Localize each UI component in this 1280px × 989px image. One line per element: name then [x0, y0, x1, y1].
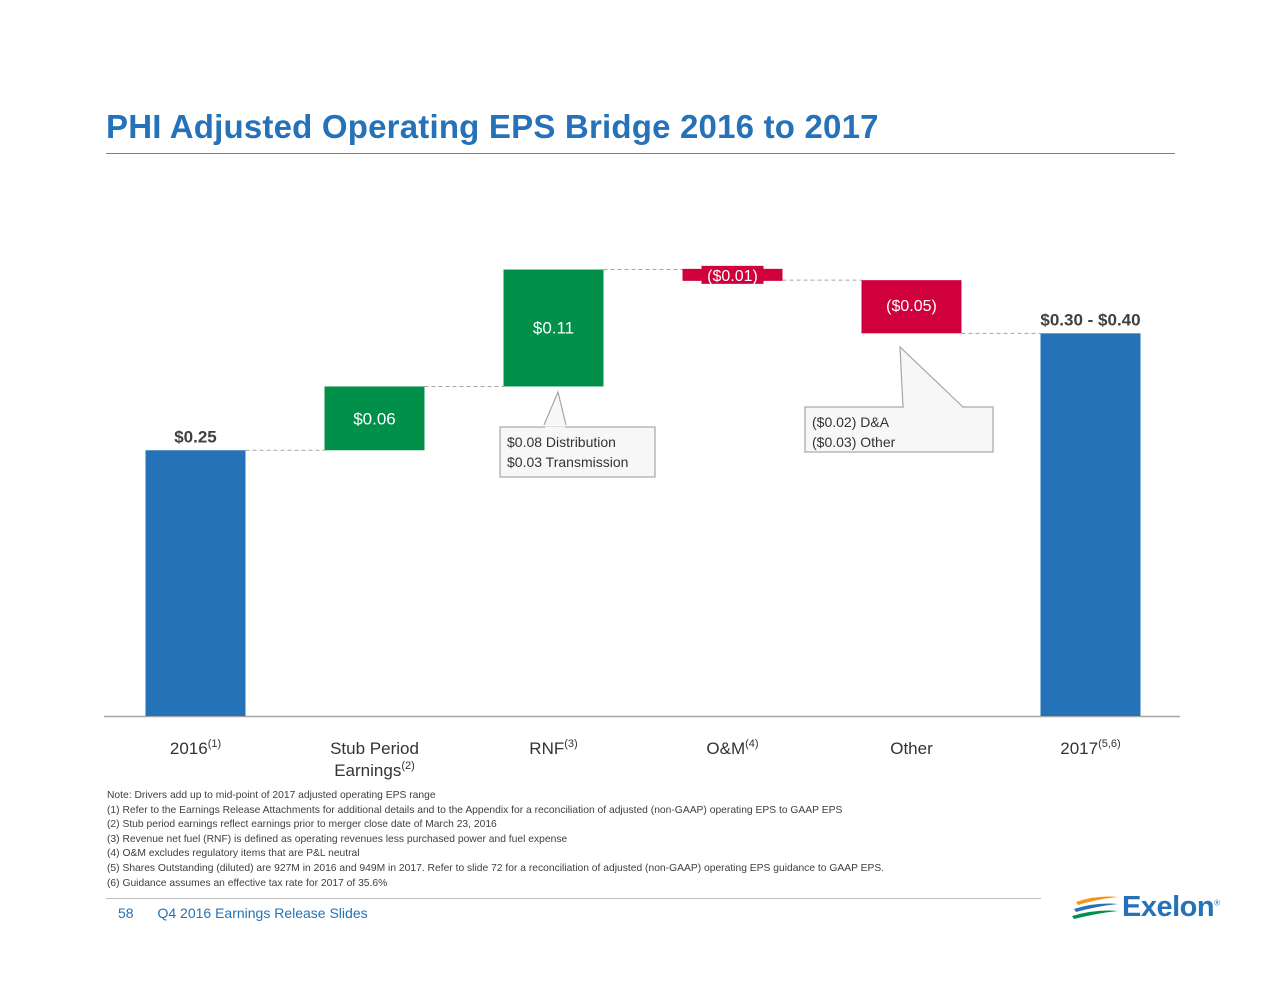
page-title: PHI Adjusted Operating EPS Bridge 2016 t…: [106, 108, 879, 145]
callout-pointer-0: [543, 390, 567, 426]
bar-value-label-4: ($0.05): [886, 298, 937, 315]
footnote-5: (5) Shares Outstanding (diluted) are 927…: [107, 862, 885, 874]
category-label-0: 2016(1): [170, 738, 221, 758]
waterfall-chart: $0.25 $0.06 $0.11 ($0.01) ($0.05) $0.30 - $0.…: [104, 265, 1180, 780]
category-footnote-ref-2: (3): [564, 738, 577, 750]
bar-value-label-2: $0.11: [533, 319, 574, 338]
bar-label-box-3: [701, 265, 764, 284]
exelon-swoosh-icon: [1072, 896, 1118, 919]
category-label-5: 2017(5,6): [1060, 738, 1120, 758]
footnote-3: (3) Revenue net fuel (RNF) is defined as…: [107, 833, 568, 845]
footnote-6: (6) Guidance assumes an effective tax ra…: [107, 877, 388, 889]
category-text-5: 2017: [1060, 739, 1098, 758]
logo-name: Exelon: [1122, 891, 1215, 923]
note-line: Note: Drivers add up to mid-point of 201…: [107, 790, 436, 801]
category-footnote-ref-line2-1: (2): [401, 760, 414, 772]
footnote-4: (4) O&M excludes regulatory items that a…: [107, 848, 360, 860]
callout-pointer-1: [899, 345, 964, 408]
category-label-4: Other: [890, 739, 933, 758]
title-divider: [106, 153, 1175, 154]
callout-box-1: [804, 406, 994, 453]
bar-value-label-3: ($0.01): [707, 268, 758, 285]
category-label-1: Stub Period: [330, 739, 419, 758]
bar-5: [1040, 333, 1141, 716]
bar-1: [324, 386, 425, 451]
category-label-line2-1: Earnings(2): [334, 760, 415, 780]
category-footnote-ref-5: (5,6): [1098, 738, 1121, 750]
bar-value-label-5: $0.30 - $0.40: [1040, 310, 1140, 329]
page-number: 58: [118, 905, 134, 921]
category-footnote-ref-0: (1): [208, 738, 221, 750]
category-text-4: Other: [890, 739, 933, 758]
category-label-2: RNF(3): [529, 738, 577, 758]
callout-box-0: [499, 426, 656, 478]
bar-0: [145, 450, 246, 716]
category-text-line2-1: Earnings: [334, 761, 401, 780]
footnotes: Note: Drivers add up to mid-point of 201…: [107, 789, 884, 891]
callout-text-0-1: $0.03 Transmission: [507, 454, 628, 470]
bar-value-label-1: $0.06: [353, 409, 396, 428]
category-label-3: O&M(4): [706, 738, 758, 758]
footer-divider: [106, 898, 1041, 899]
callout-text-0-0: $0.08 Distribution: [507, 434, 616, 450]
logo-wordmark: Exelon®: [1122, 891, 1220, 924]
category-text-1: Stub Period: [330, 739, 419, 758]
exelon-logo: Exelon®: [1072, 888, 1220, 924]
category-text-2: RNF: [529, 739, 564, 758]
callout-text-1-1: ($0.03) Other: [812, 434, 896, 450]
category-text-0: 2016: [170, 739, 208, 758]
callout-text-1-0: ($0.02) D&A: [812, 414, 890, 430]
category-footnote-ref-3: (4): [745, 738, 758, 750]
footer: 58 Q4 2016 Earnings Release Slides: [118, 905, 368, 921]
bar-2: [503, 269, 604, 387]
logo-registered-mark: ®: [1214, 898, 1220, 908]
footnote-1: (1) Refer to the Earnings Release Attach…: [107, 804, 843, 816]
footnote-2: (2) Stub period earnings reflect earning…: [107, 819, 497, 831]
bar-4: [861, 280, 962, 334]
footer-text: Q4 2016 Earnings Release Slides: [157, 905, 368, 921]
category-text-3: O&M: [706, 739, 745, 758]
bar-value-label-0: $0.25: [174, 427, 217, 446]
